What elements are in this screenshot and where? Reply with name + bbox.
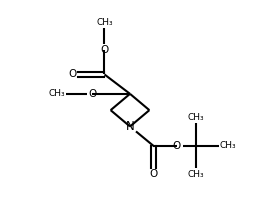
Text: O: O xyxy=(68,69,76,80)
Text: CH₃: CH₃ xyxy=(188,170,205,178)
Text: O: O xyxy=(88,89,96,99)
Text: O: O xyxy=(149,169,158,179)
Text: CH₃: CH₃ xyxy=(48,89,65,98)
Text: CH₃: CH₃ xyxy=(96,18,113,27)
Text: O: O xyxy=(100,45,109,55)
Text: N: N xyxy=(126,120,134,133)
Text: O: O xyxy=(173,141,181,151)
Text: CH₃: CH₃ xyxy=(188,113,205,122)
Text: CH₃: CH₃ xyxy=(219,141,236,150)
